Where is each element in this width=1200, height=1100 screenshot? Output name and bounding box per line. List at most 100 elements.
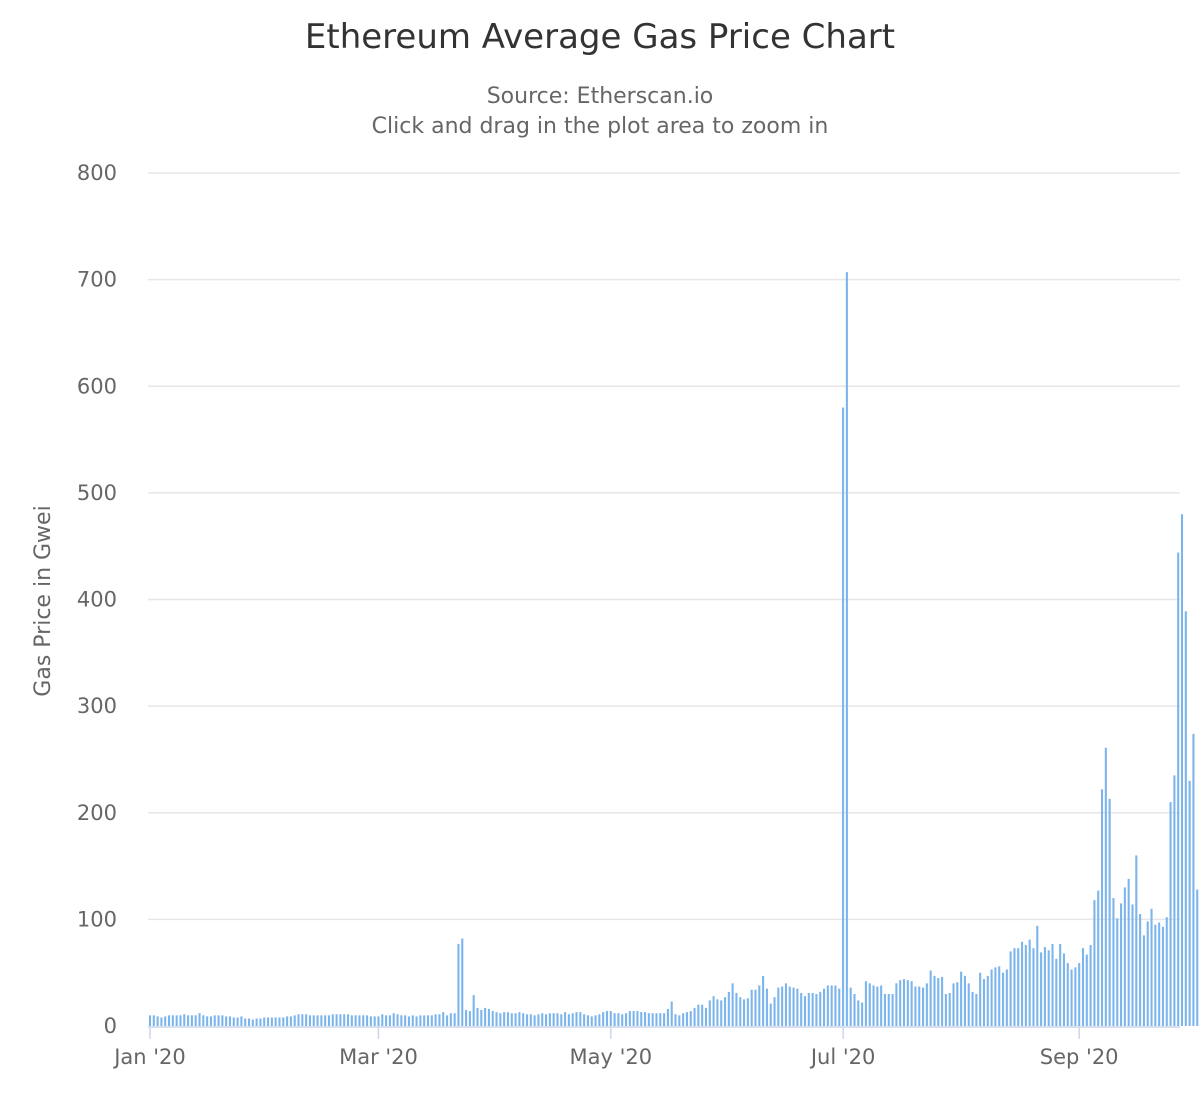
bar[interactable] [438,1014,441,1026]
bar[interactable] [301,1014,304,1026]
bar[interactable] [331,1014,334,1026]
bar[interactable] [362,1015,365,1026]
bar[interactable] [278,1017,281,1026]
bar[interactable] [792,987,795,1026]
bar[interactable] [796,988,799,1026]
bar[interactable] [164,1016,167,1026]
bar[interactable] [457,943,460,1026]
bar[interactable] [179,1015,182,1026]
bar[interactable] [952,983,955,1026]
bar[interactable] [293,1015,296,1026]
bar[interactable] [369,1016,372,1026]
bar[interactable] [735,992,738,1026]
bar[interactable] [1066,963,1069,1026]
bar[interactable] [171,1015,174,1026]
bar[interactable] [746,998,749,1026]
bar[interactable] [914,986,917,1026]
bar[interactable] [716,999,719,1026]
bar[interactable] [316,1015,319,1026]
bar[interactable] [442,1012,445,1026]
bar[interactable] [525,1014,529,1026]
bar[interactable] [636,1011,639,1026]
bar[interactable] [255,1018,258,1026]
bar[interactable] [762,975,765,1026]
bar[interactable] [560,1014,563,1026]
bar[interactable] [891,994,894,1026]
bar[interactable] [1154,924,1157,1026]
bar[interactable] [354,1015,357,1026]
bar[interactable] [1024,944,1027,1026]
bar[interactable] [282,1017,285,1026]
bar[interactable] [1127,878,1130,1026]
bar[interactable] [221,1015,224,1026]
bar[interactable] [1173,775,1176,1026]
bar[interactable] [366,1015,369,1026]
bar[interactable] [1005,969,1008,1026]
bar[interactable] [343,1014,346,1026]
bar[interactable] [187,1015,190,1026]
bar[interactable] [998,966,1001,1026]
bar[interactable] [723,997,727,1026]
bar[interactable] [933,975,936,1026]
bar[interactable] [320,1015,323,1026]
bar[interactable] [411,1015,414,1026]
bar[interactable] [1028,939,1031,1026]
bar[interactable] [247,1018,251,1026]
bar[interactable] [213,1015,216,1026]
bar[interactable] [986,975,989,1026]
bar[interactable] [1070,969,1073,1026]
bar[interactable] [960,971,963,1026]
bar[interactable] [461,938,464,1026]
bar[interactable] [400,1015,403,1026]
bar[interactable] [571,1013,574,1026]
bar[interactable] [434,1014,437,1026]
bar[interactable] [910,981,913,1026]
bar[interactable] [647,1013,650,1026]
bar[interactable] [727,991,730,1026]
bar[interactable] [826,985,829,1026]
bar[interactable] [1051,943,1054,1026]
bar[interactable] [975,994,978,1026]
bar[interactable] [899,980,902,1026]
bar[interactable] [548,1013,551,1026]
bar[interactable] [484,1007,487,1026]
bar[interactable] [541,1013,544,1026]
bar[interactable] [346,1014,350,1026]
bar[interactable] [529,1014,532,1026]
bar[interactable] [152,1015,155,1026]
bar[interactable] [967,983,970,1026]
bar[interactable] [1169,802,1172,1026]
bar[interactable] [533,1015,536,1026]
bar[interactable] [1043,947,1046,1026]
bar[interactable] [857,1000,860,1026]
bar[interactable] [682,1013,685,1026]
bar[interactable] [209,1016,212,1026]
bar[interactable] [156,1016,159,1026]
bar[interactable] [621,1014,624,1026]
bar[interactable] [514,1013,517,1026]
bar[interactable] [267,1017,270,1026]
bar[interactable] [941,976,944,1026]
bar[interactable] [800,992,803,1026]
bar[interactable] [739,997,742,1026]
bar[interactable] [487,1008,490,1026]
bar[interactable] [602,1012,605,1026]
bar[interactable] [819,991,822,1026]
bar[interactable] [1081,948,1085,1026]
bar[interactable] [274,1017,277,1026]
bar[interactable] [453,1013,456,1026]
bar[interactable] [251,1019,254,1026]
bar[interactable] [381,1014,384,1026]
bar[interactable] [1192,733,1195,1026]
bar[interactable] [659,1013,662,1026]
bar[interactable] [1116,918,1119,1026]
bar[interactable] [545,1014,548,1026]
bar[interactable] [1120,903,1123,1026]
bar[interactable] [1135,855,1138,1026]
bar[interactable] [663,1013,666,1026]
bar[interactable] [834,985,837,1026]
bar[interactable] [697,1004,700,1026]
bar[interactable] [430,1015,433,1026]
bar[interactable] [1013,948,1016,1026]
bar[interactable] [270,1017,273,1026]
